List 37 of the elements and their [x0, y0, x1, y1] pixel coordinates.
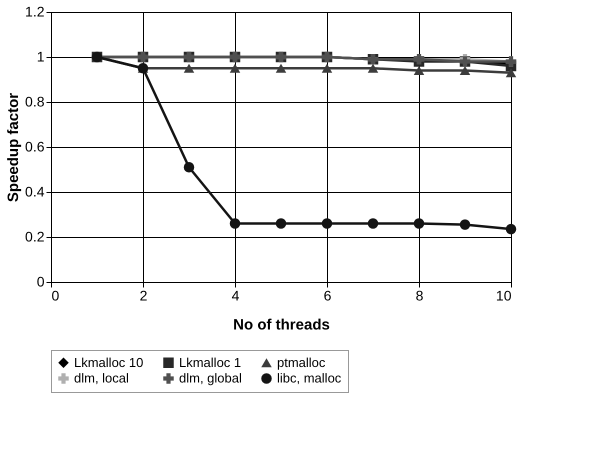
point — [322, 218, 332, 229]
x-axis-title: No of threads — [233, 316, 330, 334]
point — [230, 64, 240, 73]
x-tick-label: 2 — [140, 288, 148, 304]
x-tick-label: 0 — [52, 288, 60, 304]
y-tick-label: 0.2 — [25, 228, 45, 244]
legend-label: Lkmalloc 10 — [74, 354, 144, 370]
legend-label: dlm, local — [74, 370, 130, 386]
point — [506, 224, 516, 234]
legend-label: Lkmalloc 1 — [179, 354, 242, 370]
y-axis-title: Speedup factor — [5, 92, 22, 202]
point — [322, 64, 332, 73]
y-tick-label: 1 — [36, 48, 45, 64]
point — [414, 218, 424, 229]
x-tick-label: 8 — [416, 288, 424, 304]
legend-label: dlm, global — [179, 370, 242, 386]
point — [460, 66, 470, 76]
point — [184, 64, 194, 73]
point — [230, 218, 240, 229]
point — [506, 68, 516, 78]
x-tick-label: 6 — [324, 288, 332, 304]
point — [368, 218, 378, 229]
legend-label: libc, malloc — [277, 370, 342, 386]
point — [414, 66, 424, 76]
point — [184, 162, 194, 172]
point — [276, 218, 286, 229]
y-tick-label: 0.6 — [25, 138, 45, 154]
x-tick-label: 10 — [496, 288, 512, 304]
y-tick-label: 1.2 — [25, 4, 45, 20]
point — [460, 219, 470, 230]
point — [368, 64, 378, 73]
point — [276, 64, 286, 73]
x-tick-label: 4 — [232, 288, 240, 304]
y-tick-label: 0.4 — [25, 184, 45, 200]
y-tick-label: 0 — [36, 274, 45, 290]
legend-label: ptmalloc — [277, 354, 326, 370]
y-tick-label: 0.8 — [25, 94, 45, 110]
